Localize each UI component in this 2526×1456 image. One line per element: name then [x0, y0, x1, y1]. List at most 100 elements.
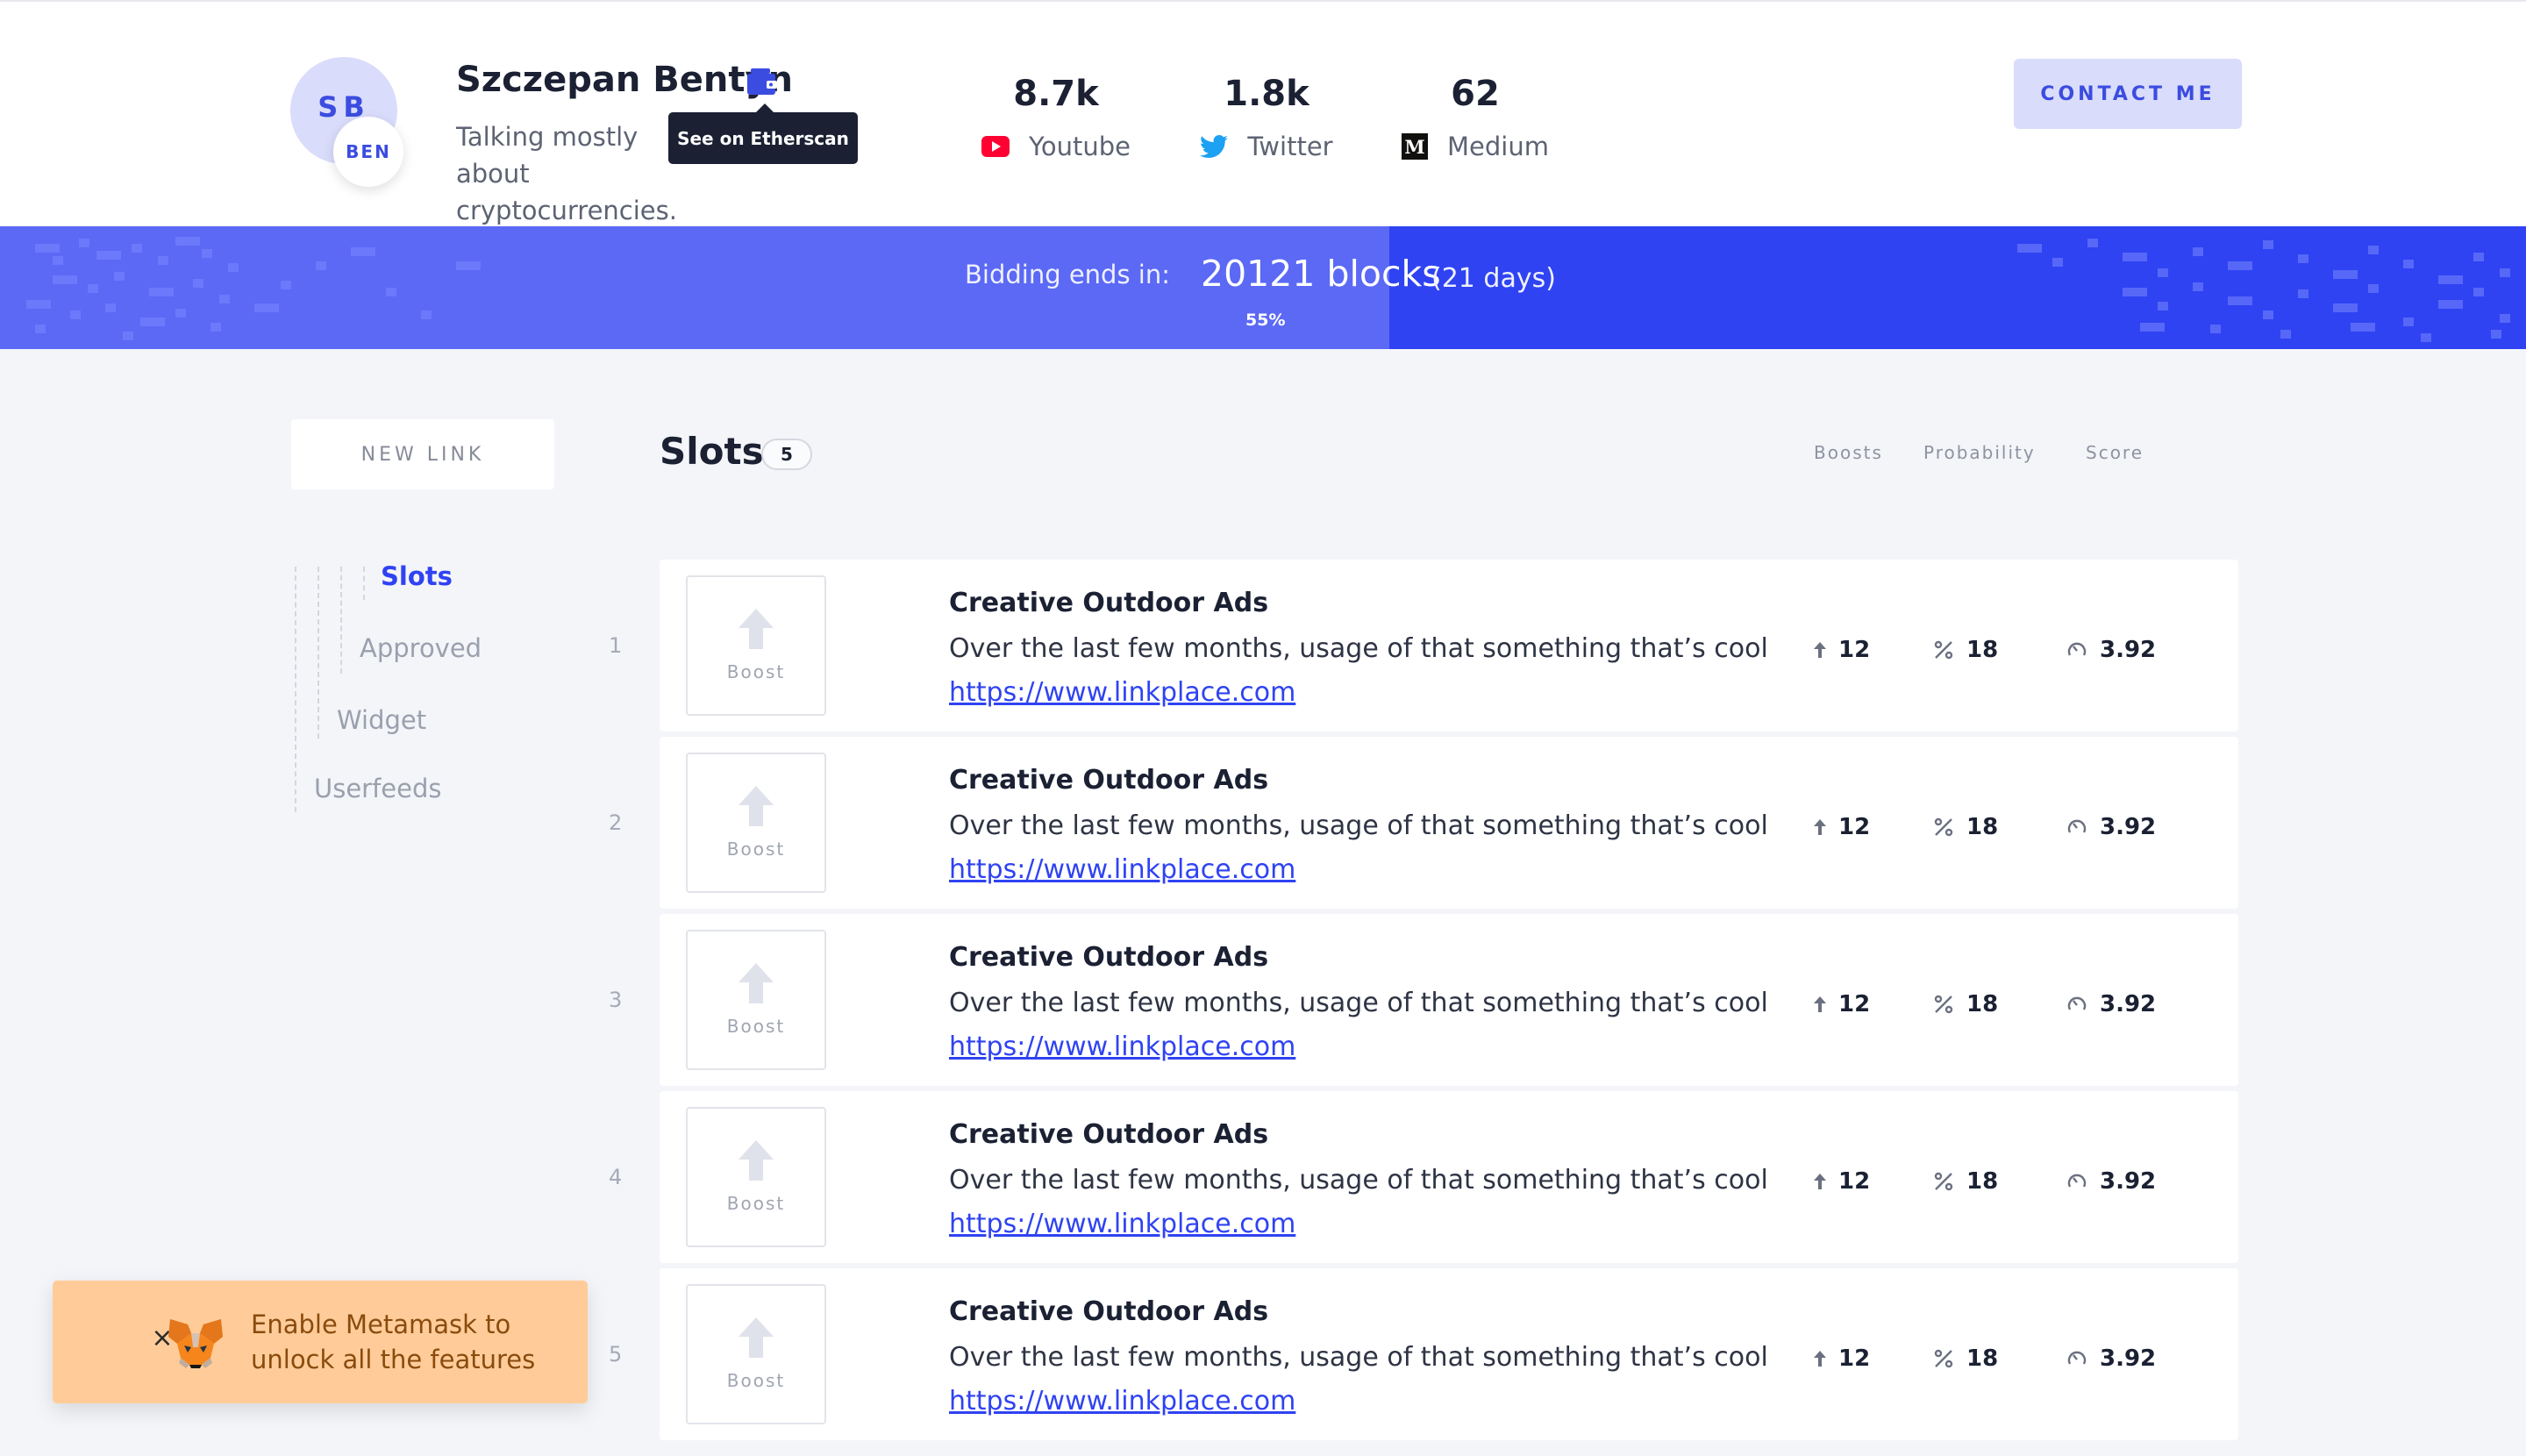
score-icon [2067, 1351, 2087, 1365]
stat-value: 1.8k [1224, 74, 1309, 114]
banner-pixel [2193, 247, 2203, 256]
nav-tree-line [295, 567, 296, 812]
banner-pixel [35, 325, 46, 333]
boost-button[interactable]: Boost [686, 753, 826, 893]
stat-label: Youtube [1029, 132, 1131, 161]
slots-count-badge: 5 [761, 439, 812, 470]
row-index: 4 [609, 1165, 623, 1189]
slot-link[interactable]: https://www.linkplace.com [949, 677, 1296, 708]
slot-link[interactable]: https://www.linkplace.com [949, 1209, 1296, 1239]
slot-link[interactable]: https://www.linkplace.com [949, 1031, 1296, 1062]
column-header-probability[interactable]: Probability [1923, 442, 2036, 463]
banner-pixel [123, 332, 133, 340]
boost-label: Boost [726, 1016, 786, 1037]
slot-link[interactable]: https://www.linkplace.com [949, 854, 1296, 885]
probability-value: 18 [1933, 1168, 1998, 1195]
boosts-value: 12 [1814, 637, 1870, 663]
slot-row: Boost Creative Outdoor Ads Over the last f… [660, 1091, 2238, 1263]
nav-tree-line [318, 567, 319, 739]
boost-label: Boost [726, 661, 786, 682]
banner-pixel [351, 247, 375, 256]
banner-pixel [421, 310, 432, 319]
score-icon [2067, 819, 2087, 833]
probability-number: 18 [1966, 1168, 1999, 1195]
banner-pixel [70, 310, 81, 319]
column-header-boosts[interactable]: Boosts [1814, 442, 1883, 463]
banner-pixel [2123, 253, 2147, 261]
profile-header: SB BEN Szczepan Bentyn Talking mostly ab… [0, 0, 2526, 226]
stat-youtube[interactable]: 8.7k Youtube [975, 74, 1137, 161]
banner-pixel [88, 284, 98, 293]
banner-pixel [210, 323, 221, 332]
slot-title: Creative Outdoor Ads [949, 765, 1269, 796]
banner-pixel [2491, 330, 2501, 339]
banner-pixel [79, 239, 89, 247]
boost-arrow-icon [739, 1317, 774, 1358]
profile-name: Szczepan Bentyn [456, 60, 794, 100]
slot-row: Boost Creative Outdoor Ads Over the last f… [660, 737, 2238, 909]
score-icon [2067, 996, 2087, 1010]
boosts-number: 12 [1838, 1168, 1871, 1195]
banner-pixel [2368, 246, 2379, 254]
banner-pixel [2351, 323, 2375, 332]
boost-button[interactable]: Boost [686, 1107, 826, 1247]
stat-label: Medium [1447, 132, 1549, 161]
sidebar-item-widget[interactable]: Widget [337, 705, 427, 735]
boosts-value: 12 [1814, 1345, 1870, 1372]
boost-button[interactable]: Boost [686, 1284, 826, 1424]
wallet-icon[interactable] [747, 68, 777, 95]
twitter-icon [1200, 134, 1229, 158]
toast-line: Enable Metamask to [251, 1310, 511, 1339]
score-value: 3.92 [2066, 1168, 2156, 1195]
banner-pixel [175, 237, 200, 246]
probability-number: 18 [1966, 637, 1999, 663]
sidebar-nav: Slots Approved Widget Userfeeds [291, 553, 554, 812]
page-title: Slots [660, 430, 764, 473]
banner-pixel [158, 256, 168, 265]
column-header-score[interactable]: Score [2086, 442, 2144, 463]
banner-pixel [2298, 254, 2308, 263]
banner-pixel [96, 251, 121, 260]
bidding-blocks: 20121 blocks [1201, 253, 1441, 295]
score-value: 3.92 [2066, 1345, 2156, 1372]
stat-value: 62 [1451, 74, 1500, 114]
row-index: 5 [609, 1342, 623, 1367]
slot-description: Over the last few months, usage of that … [949, 633, 1768, 664]
boosts-value: 12 [1814, 991, 1870, 1017]
bidding-label: Bidding ends in: [965, 260, 1170, 289]
youtube-icon [981, 136, 1010, 157]
banner-pixel [456, 261, 481, 270]
toast-message: Enable Metamask to unlock all the featur… [251, 1307, 535, 1377]
boost-button[interactable]: Boost [686, 575, 826, 716]
contact-me-button[interactable]: CONTACT ME [2014, 59, 2242, 129]
score-icon [2067, 642, 2087, 656]
sidebar-item-approved[interactable]: Approved [360, 633, 482, 663]
probability-icon [1934, 640, 1953, 660]
banner-pixel [2210, 325, 2221, 333]
slot-link[interactable]: https://www.linkplace.com [949, 1386, 1296, 1417]
score-number: 3.92 [2100, 1345, 2157, 1372]
slot-description: Over the last few months, usage of that … [949, 1342, 1768, 1373]
banner-pixel [386, 288, 396, 296]
nav-tree-line [363, 567, 365, 600]
boost-button[interactable]: Boost [686, 930, 826, 1070]
banner-pixel [219, 295, 230, 303]
sidebar-item-userfeeds[interactable]: Userfeeds [314, 774, 442, 803]
stat-twitter[interactable]: 1.8k Twitter [1196, 74, 1337, 161]
banner-pixel [2228, 261, 2252, 270]
probability-number: 18 [1966, 991, 1999, 1017]
boosts-number: 12 [1838, 1345, 1871, 1372]
banner-pixel [2052, 258, 2063, 267]
stat-medium[interactable]: 62 M Medium [1402, 74, 1549, 161]
banner-pixel [2123, 288, 2147, 296]
boosts-icon [1814, 1351, 1826, 1367]
score-number: 3.92 [2100, 814, 2157, 840]
new-link-button[interactable]: NEW LINK [291, 419, 554, 489]
banner-pixel [2368, 284, 2379, 293]
banner-pixel [2193, 282, 2203, 291]
banner-pixel [316, 261, 326, 270]
boosts-icon [1814, 819, 1826, 835]
banner-pixel [2473, 253, 2484, 261]
banner-pixel [2263, 310, 2273, 319]
sidebar-item-slots[interactable]: Slots [381, 561, 453, 591]
